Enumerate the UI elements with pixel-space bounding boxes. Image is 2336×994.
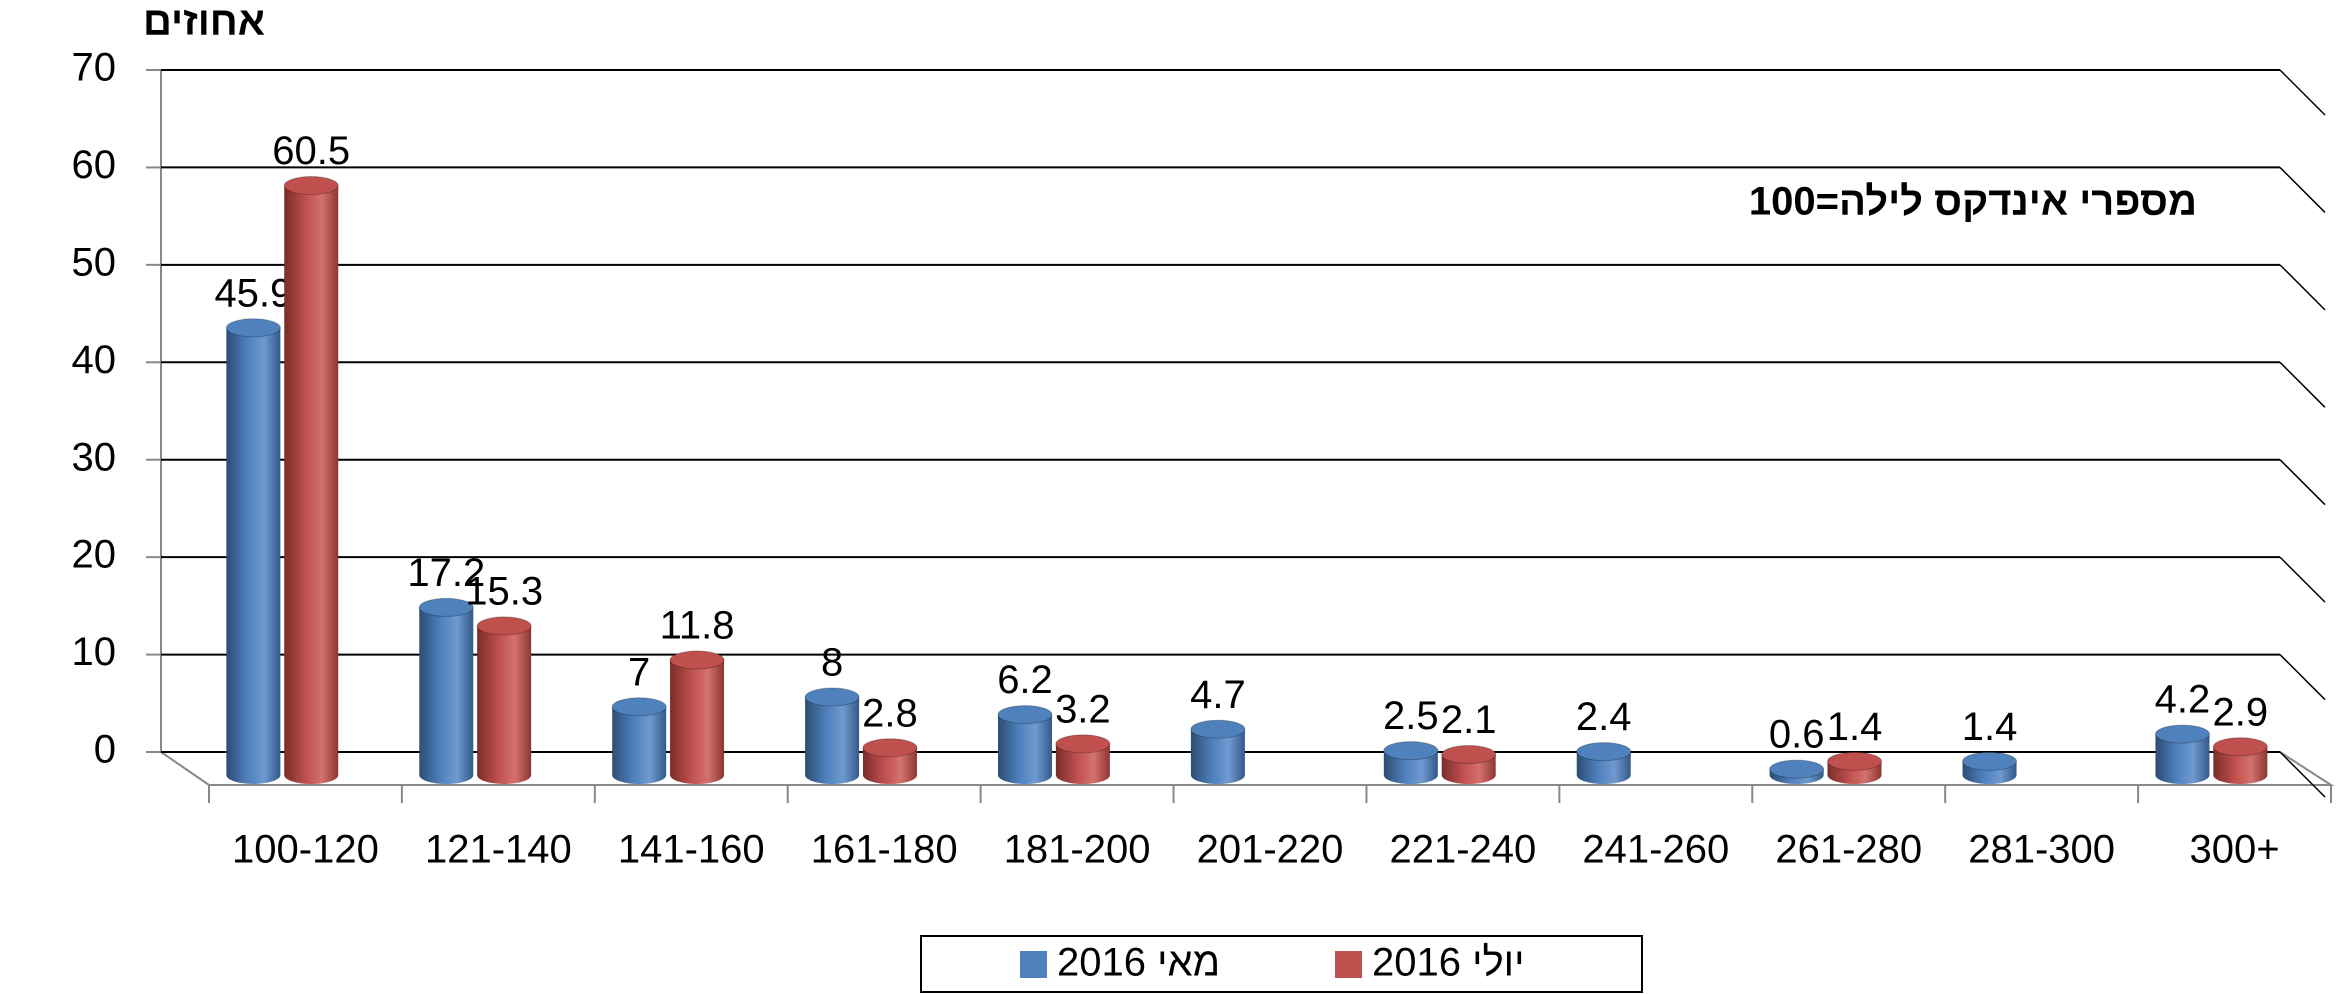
y-tick-label: 20 (72, 533, 117, 577)
bar-top (1441, 745, 1497, 765)
x-tick-label: 221-240 (1390, 828, 1537, 872)
x-tick-label: 241-260 (1582, 828, 1729, 872)
bar-top (476, 616, 532, 636)
y-tick-label: 70 (72, 46, 117, 90)
value-label: 2.8 (862, 691, 918, 735)
grid-line-side (2279, 556, 2326, 603)
bar (477, 625, 532, 784)
value-label: 4.2 (2155, 678, 2211, 722)
bar-top (1962, 751, 2018, 771)
bar (2155, 734, 2210, 784)
value-label: 2.1 (1441, 698, 1497, 742)
value-label: 15.3 (465, 569, 543, 613)
legend-label: מאי 2016 (1057, 941, 1220, 985)
x-tick-label: 181-200 (1004, 828, 1151, 872)
bar-top (225, 318, 281, 338)
value-label: 4.7 (1190, 673, 1246, 717)
grid-line-side (2279, 654, 2326, 701)
bar-top (997, 705, 1053, 725)
bar-top (1190, 719, 1246, 739)
grid-line-side (2279, 166, 2326, 213)
value-label: 2.4 (1576, 695, 1632, 739)
bar (419, 607, 474, 784)
y-tick-label: 0 (94, 728, 116, 772)
value-label: 2.9 (2213, 690, 2269, 734)
bar-top (283, 176, 339, 196)
value-label: 1.4 (1962, 705, 2018, 749)
grid-line-side (2279, 751, 2326, 798)
x-tick-label: 281-300 (1968, 828, 2115, 872)
bar (998, 714, 1053, 785)
legend-swatch (1335, 951, 1362, 978)
bar (1383, 750, 1438, 784)
y-tick-label: 50 (72, 240, 117, 284)
grid-line-side (2279, 264, 2326, 311)
bar-top (418, 597, 474, 617)
x-tick-label: 121-140 (425, 828, 572, 872)
grid-line-side (2279, 361, 2326, 408)
bar (612, 706, 667, 784)
value-label: 6.2 (997, 658, 1053, 702)
legend-swatch (1020, 951, 1047, 978)
value-label: 1.4 (1827, 705, 1883, 749)
bar-top (1383, 741, 1439, 761)
bar (2213, 746, 2268, 784)
legend-label: יולי 2016 (1372, 941, 1524, 985)
bar (1190, 729, 1245, 784)
bar (1055, 743, 1110, 784)
bar (1576, 751, 1631, 784)
bar (670, 660, 725, 784)
value-label: 2.5 (1383, 694, 1439, 738)
y-tick-label: 10 (72, 630, 117, 674)
bar-top (2212, 737, 2268, 757)
bar (284, 185, 339, 785)
bar (805, 697, 860, 784)
bar (226, 327, 281, 784)
bar-top (1576, 742, 1632, 762)
bar-top (1827, 751, 1883, 771)
value-label: 7 (628, 650, 650, 694)
bar-top (862, 738, 918, 758)
value-label: 11.8 (660, 604, 735, 648)
y-axis-label: אחוזים (143, 0, 265, 44)
bar-top (1769, 759, 1825, 779)
annotation: מספרי אינדקס לילה=100 (1749, 180, 2197, 224)
x-tick-label: 300+ (2189, 828, 2279, 872)
grid-line-side (2279, 459, 2326, 506)
bar-top (2154, 724, 2210, 744)
grid-line-side (2279, 69, 2326, 116)
value-label: 60.5 (272, 129, 350, 173)
bar-top (611, 697, 667, 717)
bar-top (804, 687, 860, 707)
x-tick-label: 261-280 (1775, 828, 1922, 872)
value-label: 45.9 (214, 271, 292, 315)
bar-top (669, 650, 725, 670)
value-label: 17.2 (407, 551, 485, 595)
value-label: 8 (821, 641, 843, 685)
y-tick-label: 60 (72, 143, 117, 187)
bar-top (1055, 734, 1111, 754)
value-label: 3.2 (1055, 687, 1111, 731)
value-label: 0.6 (1769, 713, 1825, 757)
x-tick-label: 201-220 (1197, 828, 1344, 872)
x-tick-label: 141-160 (618, 828, 765, 872)
bar (862, 747, 917, 784)
y-tick-label: 30 (72, 435, 117, 479)
x-tick-label: 161-180 (811, 828, 958, 872)
x-tick-label: 100-120 (232, 828, 379, 872)
y-tick-label: 40 (72, 338, 117, 382)
